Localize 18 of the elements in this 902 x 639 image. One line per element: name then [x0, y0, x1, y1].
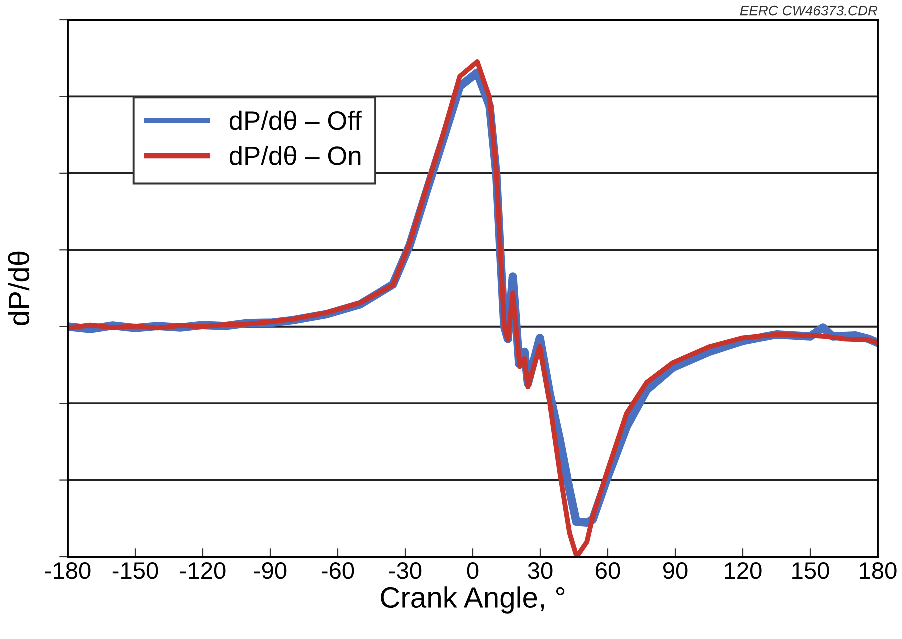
text: EERC CW46373.CDR	[740, 6, 878, 16]
x-tick-label: -180	[45, 562, 91, 580]
x-tick-label: -90	[254, 562, 287, 580]
x-tick-label: 150	[792, 562, 830, 580]
x-tick-label: -60	[322, 562, 354, 580]
x-tick-label: 90	[663, 562, 688, 580]
legend-label: dP/dθ – On	[230, 146, 361, 166]
x-axis-title: Crank Angle, °	[381, 586, 565, 614]
x-tick-label: 180	[860, 562, 897, 580]
x-tick-label: 120	[725, 562, 762, 580]
y-axis-title: dP/dθ	[8, 252, 30, 326]
x-tick-label: 30	[528, 562, 553, 580]
legend-label: dP/dθ – Off	[230, 110, 362, 130]
x-tick-label: -120	[180, 562, 226, 580]
x-tick-label: -30	[389, 562, 422, 580]
x-tick-label: 60	[596, 562, 620, 580]
x-tick-label: 0	[467, 562, 479, 580]
x-tick-label: -150	[112, 562, 158, 580]
